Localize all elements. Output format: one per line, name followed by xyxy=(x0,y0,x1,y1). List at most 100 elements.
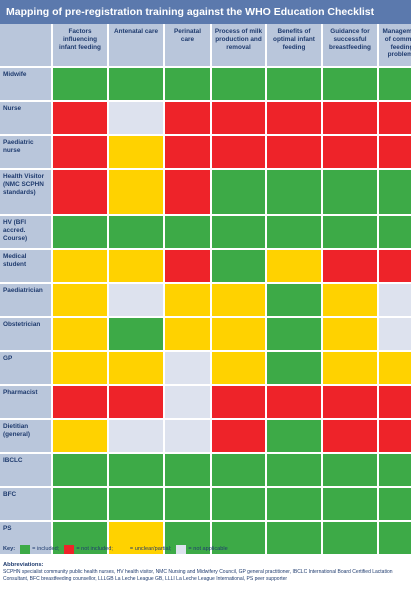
status-cell xyxy=(165,386,210,418)
status-cell xyxy=(379,352,411,384)
legend-swatch-unclear xyxy=(117,544,128,554)
status-cell xyxy=(165,250,210,282)
status-cell xyxy=(109,352,163,384)
status-cell xyxy=(53,522,107,554)
row-label: Nurse xyxy=(0,102,51,134)
status-cell xyxy=(53,352,107,384)
legend-label-not-included: = not included; xyxy=(76,546,113,552)
status-cell xyxy=(379,488,411,520)
status-cell xyxy=(267,352,321,384)
status-cell xyxy=(109,216,163,248)
status-cell xyxy=(212,386,265,418)
column-header: Benefits of optimal infant feeding xyxy=(267,24,321,66)
status-cell xyxy=(212,488,265,520)
legend: Key: = included; = not included; = uncle… xyxy=(3,543,233,555)
status-cell xyxy=(165,352,210,384)
status-cell xyxy=(53,68,107,100)
row-label: HV (BFI accred. Course) xyxy=(0,216,51,248)
status-cell xyxy=(53,102,107,134)
status-cell xyxy=(323,318,377,350)
education-checklist-table: Factors influencing infant feeding Antena… xyxy=(0,24,411,554)
status-cell xyxy=(53,318,107,350)
column-header: Guidance for successful breastfeeding xyxy=(323,24,377,66)
column-header: Process of milk production and removal xyxy=(212,24,265,66)
status-cell xyxy=(323,488,377,520)
status-cell xyxy=(165,136,210,168)
row-label: Midwife xyxy=(0,68,51,100)
column-header: Perinatal care xyxy=(165,24,210,66)
status-cell xyxy=(267,284,321,316)
row-label: Paediatric nurse xyxy=(0,136,51,168)
status-cell xyxy=(53,488,107,520)
row-label: Obstetrician xyxy=(0,318,51,350)
status-cell xyxy=(267,216,321,248)
status-cell xyxy=(53,284,107,316)
status-cell xyxy=(109,420,163,452)
status-cell xyxy=(267,488,321,520)
status-cell xyxy=(267,250,321,282)
status-cell xyxy=(212,420,265,452)
row-label: Paediatrician xyxy=(0,284,51,316)
status-cell xyxy=(212,68,265,100)
row-label: Medical student xyxy=(0,250,51,282)
status-cell xyxy=(267,68,321,100)
legend-swatch-not-applicable xyxy=(176,544,187,554)
status-cell xyxy=(379,102,411,134)
row-label: Health Visitor (NMC SCPHN standards) xyxy=(0,170,51,214)
row-label: Pharmacist xyxy=(0,386,51,418)
status-cell xyxy=(53,386,107,418)
status-cell xyxy=(53,136,107,168)
status-cell xyxy=(165,284,210,316)
status-cell xyxy=(53,420,107,452)
status-cell xyxy=(53,170,107,214)
status-cell xyxy=(212,284,265,316)
legend-label-included: = included; xyxy=(32,546,60,552)
row-label: BFC xyxy=(0,488,51,520)
status-cell xyxy=(212,170,265,214)
status-cell xyxy=(267,386,321,418)
status-cell xyxy=(212,454,265,486)
status-cell xyxy=(165,318,210,350)
status-cell xyxy=(379,250,411,282)
column-header: Antenatal care xyxy=(109,24,163,66)
status-cell xyxy=(379,386,411,418)
row-label: Dietitian (general) xyxy=(0,420,51,452)
status-cell xyxy=(165,454,210,486)
status-cell xyxy=(379,454,411,486)
status-cell xyxy=(212,216,265,248)
status-cell xyxy=(379,284,411,316)
status-cell xyxy=(109,386,163,418)
status-cell xyxy=(165,488,210,520)
status-cell xyxy=(53,216,107,248)
column-header: Management of common feeding problems xyxy=(379,24,411,66)
status-cell xyxy=(267,454,321,486)
status-cell xyxy=(109,250,163,282)
status-cell xyxy=(379,420,411,452)
status-cell xyxy=(212,522,265,554)
status-cell xyxy=(212,102,265,134)
status-cell xyxy=(379,68,411,100)
status-cell xyxy=(379,522,411,554)
status-cell xyxy=(165,420,210,452)
legend-swatch-included xyxy=(20,544,31,554)
status-cell xyxy=(165,522,210,554)
status-cell xyxy=(109,454,163,486)
status-cell xyxy=(165,102,210,134)
status-cell xyxy=(379,216,411,248)
row-label: IBCLC xyxy=(0,454,51,486)
status-cell xyxy=(53,454,107,486)
status-cell xyxy=(109,170,163,214)
status-cell xyxy=(109,102,163,134)
status-cell xyxy=(267,420,321,452)
status-cell xyxy=(165,68,210,100)
status-cell xyxy=(212,318,265,350)
status-cell xyxy=(323,284,377,316)
status-cell xyxy=(379,136,411,168)
status-cell xyxy=(323,250,377,282)
status-cell xyxy=(109,318,163,350)
status-cell xyxy=(267,170,321,214)
status-cell xyxy=(323,216,377,248)
header-corner-cell xyxy=(0,24,51,66)
page-title: Mapping of pre-registration training aga… xyxy=(0,0,411,24)
status-cell xyxy=(109,136,163,168)
